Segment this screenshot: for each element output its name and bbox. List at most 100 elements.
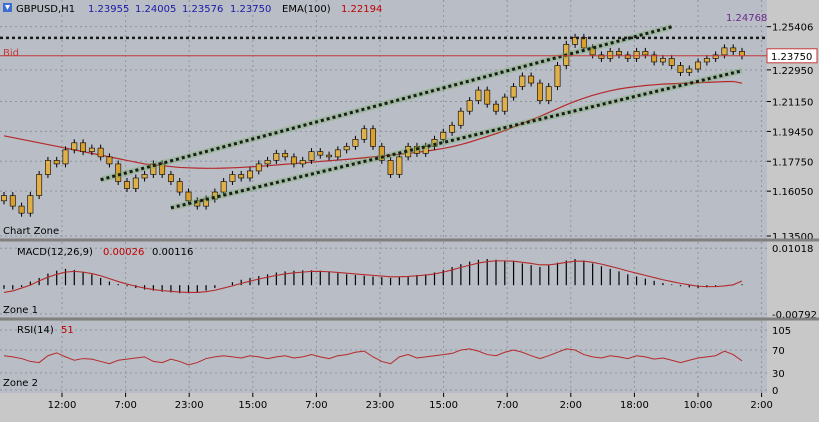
candle-body: [493, 103, 499, 112]
candle-body: [18, 205, 25, 214]
price-axis[interactable]: [767, 0, 819, 393]
candle-body: [150, 163, 157, 175]
candle-body: [633, 51, 640, 59]
down-arrow-icon: [5, 5, 10, 10]
trendline-layer[interactable]: [99, 23, 743, 211]
grid-lines: [0, 0, 767, 393]
rsi-line: [3, 348, 743, 366]
candle-body: [290, 156, 297, 165]
ema-label: EMA(100): [282, 4, 331, 15]
candle-body: [572, 37, 579, 45]
high-value: 1.24005: [135, 4, 176, 15]
axis-labels-layer: 12:00 7:00 23:00 15:00 7:00 23:00 15:00 7:00 2:0…: [48, 23, 817, 411]
macd-value-2: 0.00116: [152, 247, 193, 258]
price-tick-label: 1.19450: [772, 127, 813, 138]
candle-body: [712, 54, 719, 59]
candle-body: [62, 149, 69, 165]
candle-body: [721, 47, 728, 56]
candle-body: [396, 156, 403, 175]
time-tick-label: 2:00: [560, 400, 582, 411]
candle-body: [624, 54, 631, 59]
candle-body: [132, 177, 139, 189]
rsi-tick-label: 105: [772, 326, 791, 337]
candle-body: [299, 160, 306, 165]
candle-body: [282, 153, 289, 158]
candle-body: [589, 47, 596, 56]
candle-body: [264, 160, 271, 165]
candle-body: [44, 160, 51, 175]
zone-2-label: Zone 2: [3, 378, 38, 389]
bid-price-box: [766, 48, 818, 64]
candle-body: [27, 195, 34, 214]
trendline[interactable]: [100, 25, 673, 182]
candle-body: [651, 54, 658, 63]
ema-line-layer: [3, 80, 743, 169]
candle-body: [431, 139, 438, 147]
candle-body: [616, 51, 622, 56]
candle-body: [255, 163, 262, 172]
price-tick-label: 1.17750: [772, 157, 813, 168]
candle-body: [449, 124, 456, 133]
candle-body: [53, 160, 60, 165]
ema-value: 1.22194: [341, 4, 382, 15]
price-tick-label: 1.21150: [772, 98, 813, 109]
candle-body: [71, 142, 78, 151]
candle-body: [141, 174, 148, 179]
candle-body: [247, 170, 253, 179]
candle-body: [9, 195, 16, 207]
time-axis[interactable]: [0, 393, 819, 422]
time-tick-label: 7:00: [496, 400, 518, 411]
rsi-layer: [3, 348, 743, 366]
candle-body: [80, 142, 87, 152]
chart-zone-label: Chart Zone: [3, 226, 59, 237]
rsi-tick-label: 30: [772, 369, 785, 380]
candle-body: [370, 128, 376, 147]
bid-label: Bid: [3, 48, 19, 59]
candle-body: [510, 86, 517, 98]
candle-body: [361, 128, 368, 140]
rsi-panel[interactable]: [0, 321, 767, 393]
resistance-value-label: 1.24768: [726, 13, 767, 24]
candle-body: [387, 160, 394, 175]
candle-body: [238, 174, 245, 179]
low-value: 1.23576: [182, 4, 223, 15]
candle-body: [106, 156, 113, 165]
candle-body: [475, 89, 482, 101]
candle-body: [334, 149, 341, 158]
time-tick-label: 12:00: [48, 400, 77, 411]
price-tick-label: 1.13500: [772, 232, 813, 243]
candle-body: [352, 139, 359, 147]
candle-body: [1, 195, 7, 202]
macd-tick-label: 0.01018: [772, 244, 813, 255]
time-tick-label: 23:00: [175, 400, 204, 411]
candle-body: [220, 181, 227, 193]
macd-value-1: 0.00026: [103, 247, 144, 258]
zone-1-label: Zone 1: [3, 305, 38, 316]
candle-body: [167, 174, 174, 182]
candle-body: [185, 191, 192, 202]
candle-body: [607, 51, 614, 59]
candle-body: [739, 51, 745, 57]
macd-panel[interactable]: [0, 242, 767, 317]
open-value: 1.23955: [88, 4, 129, 15]
candle-body: [730, 47, 737, 52]
macd-tick-label: -0.00792: [772, 310, 817, 321]
candle-body: [519, 75, 526, 87]
price-tick-label: 1.16050: [772, 187, 813, 198]
candle-body: [378, 146, 385, 161]
candle-body: [36, 174, 43, 196]
candle-body: [501, 96, 508, 112]
time-tick-label: 7:00: [114, 400, 136, 411]
macd-signal-line: [3, 260, 743, 293]
candle-body: [422, 146, 429, 154]
macd-layer: [3, 259, 743, 294]
rsi-tick-label: 0: [772, 386, 778, 397]
candle-body: [317, 151, 324, 156]
candle-body: [554, 65, 561, 87]
trendline[interactable]: [170, 69, 743, 210]
candle-body: [598, 54, 605, 59]
candle-body: [124, 181, 130, 189]
main-panel[interactable]: [0, 0, 767, 238]
time-tick-label: 23:00: [366, 400, 395, 411]
